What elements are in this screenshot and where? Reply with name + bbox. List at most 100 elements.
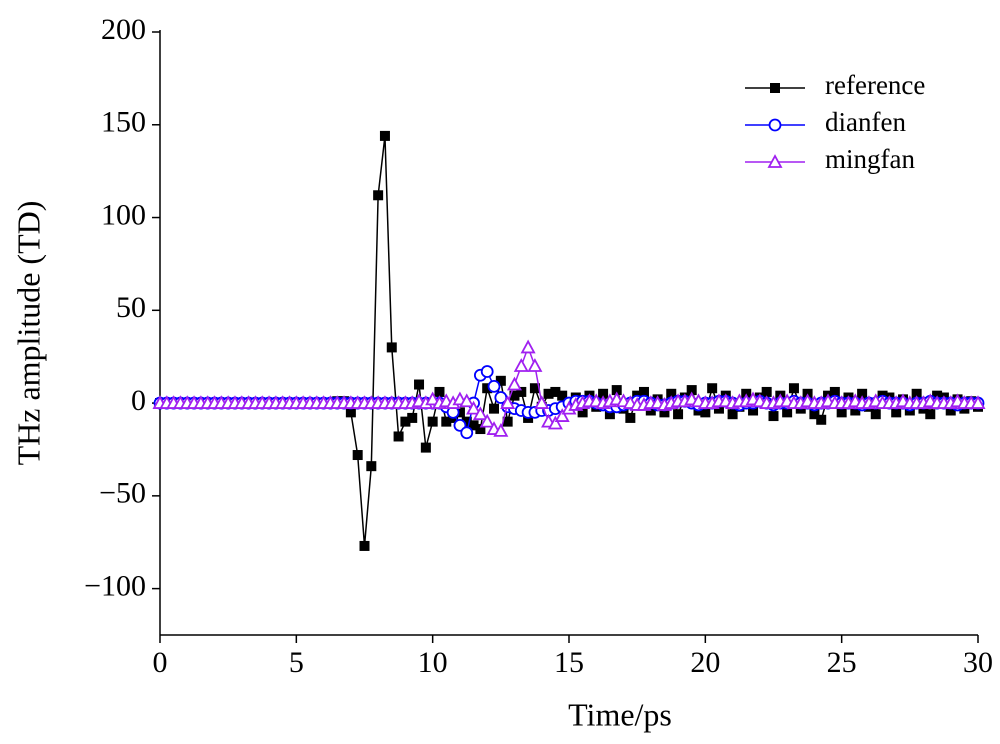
data-point (857, 388, 868, 399)
data-point (420, 442, 431, 453)
data-point (461, 416, 472, 427)
data-point (494, 391, 508, 404)
x-tick-label: 20 (690, 646, 720, 679)
data-point (761, 386, 772, 397)
data-point (434, 386, 445, 397)
data-point (345, 407, 356, 418)
series-line (160, 135, 979, 547)
data-point (516, 386, 527, 397)
x-tick-label: 0 (153, 646, 168, 679)
data-point (625, 412, 636, 423)
data-point (598, 388, 609, 399)
data-point (393, 431, 404, 442)
data-point (970, 395, 986, 409)
data-point (379, 130, 390, 141)
data-point (768, 411, 779, 422)
data-point (707, 383, 718, 394)
y-tick-label: −50 (99, 477, 146, 510)
data-point (472, 406, 488, 421)
data-point (480, 365, 494, 378)
data-point (638, 386, 649, 397)
data-point (529, 383, 540, 394)
data-point (870, 409, 881, 420)
legend-label: reference (825, 70, 925, 100)
data-point (520, 339, 536, 354)
data-point (686, 385, 697, 396)
x-tick-label: 10 (418, 646, 448, 679)
data-point (414, 379, 425, 390)
data-point (400, 416, 411, 427)
data-point (506, 376, 522, 391)
data-point (809, 409, 820, 420)
data-point (509, 390, 520, 401)
data-point (366, 461, 377, 472)
data-point (475, 424, 486, 435)
data-point (527, 358, 543, 372)
y-tick-label: 0 (131, 384, 146, 417)
data-point (493, 423, 509, 437)
data-point (352, 450, 363, 461)
data-point (460, 426, 474, 440)
data-point (495, 375, 506, 386)
data-point (427, 416, 438, 427)
data-point (466, 400, 482, 415)
series-line (160, 345, 978, 432)
data-point (700, 407, 711, 418)
data-point (788, 383, 799, 394)
data-point (441, 416, 452, 427)
legend-marker (770, 83, 780, 93)
legend-label: mingfan (825, 144, 915, 174)
x-axis-label: Time/ps (568, 696, 672, 732)
data-point (386, 342, 397, 353)
data-point (891, 407, 902, 418)
data-point (502, 416, 513, 427)
data-point (611, 385, 622, 396)
data-point (550, 386, 561, 397)
data-point (727, 409, 738, 420)
data-point (836, 407, 847, 418)
data-point (479, 413, 495, 428)
data-point (407, 412, 418, 423)
data-point (557, 390, 568, 401)
data-point (554, 408, 570, 422)
y-tick-label: 200 (101, 13, 146, 46)
data-point (359, 540, 370, 551)
data-point (459, 393, 475, 408)
legend-label: dianfen (825, 107, 906, 137)
data-point (850, 405, 861, 416)
data-point (911, 388, 922, 399)
data-point (659, 407, 670, 418)
x-tick-label: 5 (289, 646, 304, 679)
data-point (666, 388, 677, 399)
y-axis-label: THz amplitude (TD) (10, 201, 46, 466)
data-point (468, 420, 479, 431)
y-tick-label: 150 (101, 106, 146, 139)
data-point (547, 415, 563, 430)
data-point (489, 403, 500, 414)
data-point (487, 379, 501, 393)
data-point (534, 395, 550, 409)
data-point (748, 405, 759, 416)
data-point (500, 395, 516, 409)
y-tick-label: 100 (101, 198, 146, 231)
data-point (543, 388, 554, 399)
data-point (829, 386, 840, 397)
y-tick-label: −100 (84, 570, 146, 603)
data-point (577, 407, 588, 418)
data-point (782, 407, 793, 418)
data-point (604, 409, 615, 420)
data-point (925, 409, 936, 420)
data-point (673, 409, 684, 420)
x-tick-label: 25 (827, 646, 857, 679)
legend-marker (768, 118, 782, 132)
y-tick-label: 50 (116, 291, 146, 324)
x-tick-label: 30 (963, 646, 993, 679)
data-point (373, 190, 384, 201)
legend-marker (767, 154, 783, 168)
data-point (482, 383, 493, 394)
data-point (425, 391, 441, 406)
data-point (816, 414, 827, 425)
data-point (454, 407, 465, 418)
x-tick-label: 15 (554, 646, 584, 679)
